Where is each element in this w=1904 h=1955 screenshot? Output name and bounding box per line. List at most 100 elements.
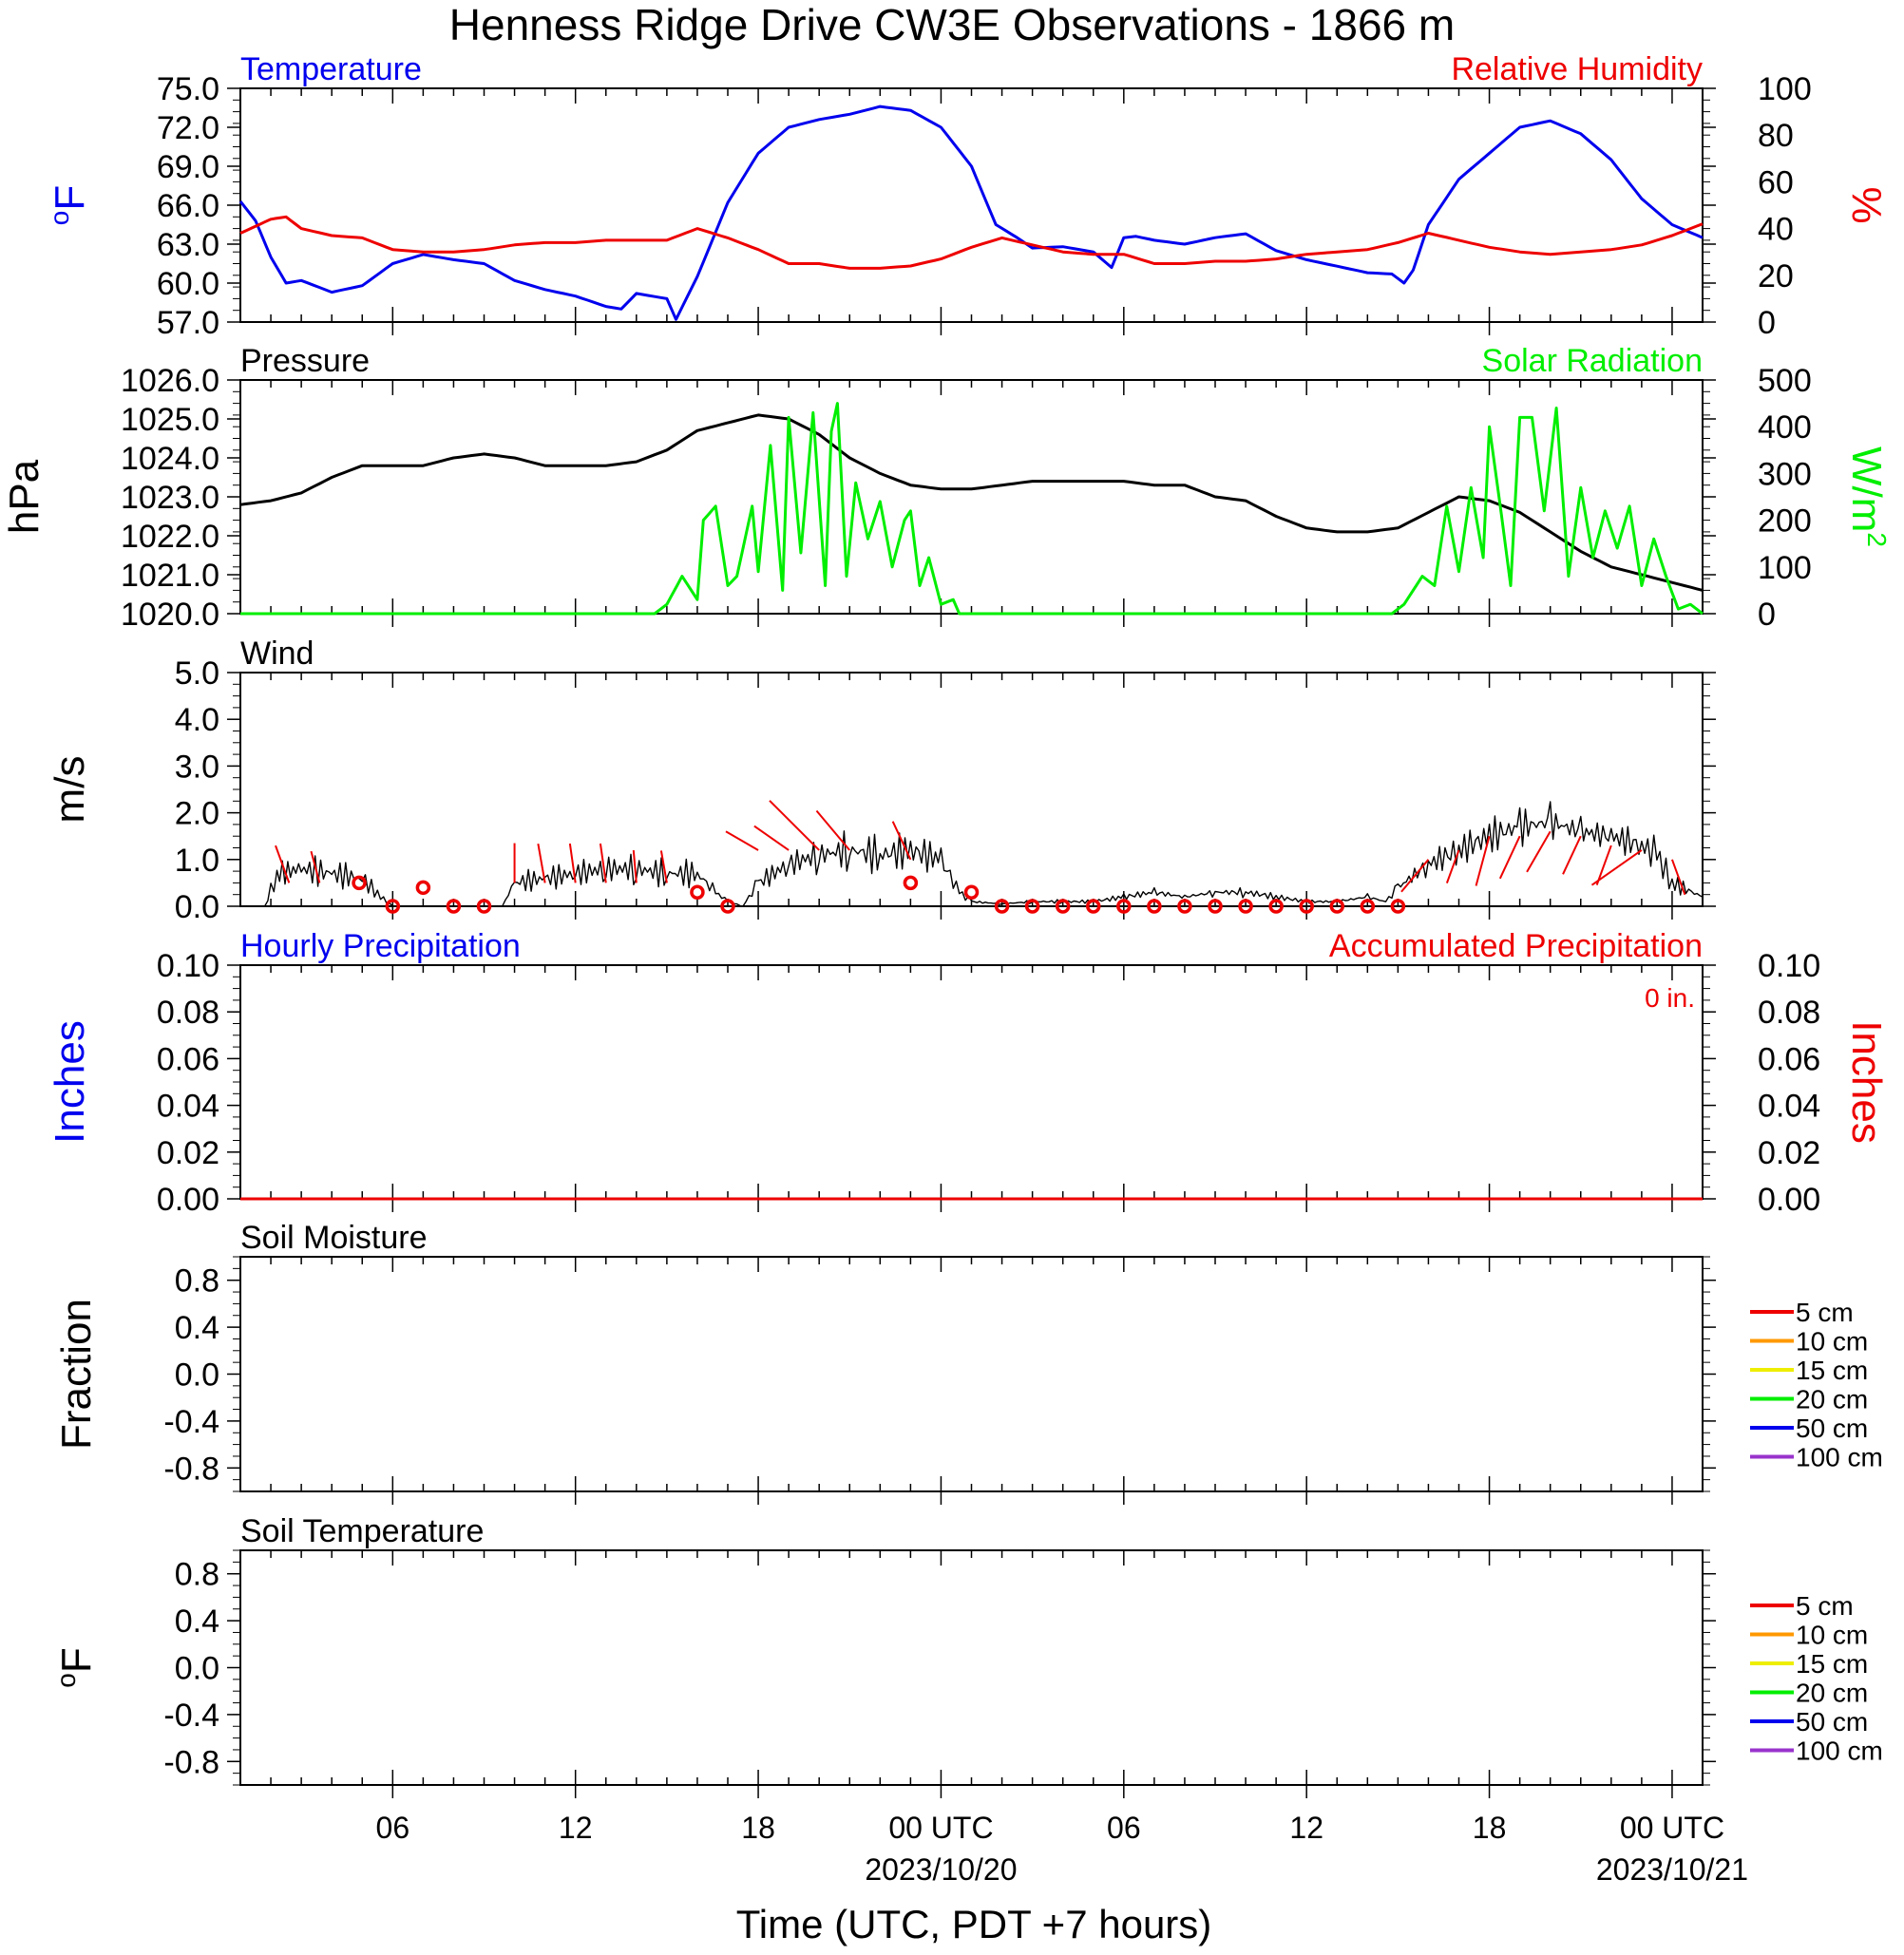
right-tick-label: 0.10 — [1758, 948, 1820, 984]
calm-wind-marker — [1238, 899, 1253, 914]
y-tick-label: 66.0 — [157, 188, 219, 224]
calm-wind-marker — [385, 899, 401, 914]
plot-frame — [239, 1256, 1704, 1492]
left-axis-label: oF — [51, 1647, 100, 1687]
unit-letter: F — [53, 1647, 100, 1673]
panel-left-title: Wind — [240, 636, 314, 672]
wind-barb — [310, 850, 321, 883]
y-tick-label: 5.0 — [175, 655, 219, 692]
panel-pressure_solar: 1026.01025.01024.01023.01022.01021.01020… — [1, 343, 1892, 633]
x-tick-label: 12 — [1289, 1811, 1323, 1845]
right-tick-label: 200 — [1758, 503, 1812, 540]
panel-left-title: Pressure — [240, 343, 370, 379]
wind-barb — [568, 843, 577, 883]
series-line-relative-humidity — [239, 215, 1704, 270]
right-tick-label: 0.02 — [1758, 1135, 1820, 1171]
y-tick-label: 0.0 — [175, 1357, 219, 1394]
y-tick-label: 4.0 — [175, 702, 219, 738]
panel-left-title: Hourly Precipitation — [240, 928, 521, 964]
right-tick-label: 0 — [1758, 305, 1776, 341]
y-tick-label: 57.0 — [157, 305, 219, 341]
y-tick-label: 1020.0 — [121, 597, 219, 633]
y-tick-label: 2.0 — [175, 796, 219, 832]
calm-wind-marker — [903, 875, 919, 891]
legend-label: 100 cm — [1796, 1443, 1883, 1472]
x-tick-label: 00 UTC — [888, 1811, 993, 1845]
panel-left-title: Soil Temperature — [240, 1513, 484, 1549]
x-tick-label: 06 — [1107, 1811, 1141, 1845]
wind-barb — [659, 850, 668, 883]
calm-wind-marker — [1268, 899, 1284, 914]
left-axis-label: hPa — [1, 459, 48, 534]
y-tick-label: 0.06 — [157, 1041, 219, 1077]
panel-right-title: Accumulated Precipitation — [1329, 928, 1703, 964]
y-tick-label: -0.4 — [163, 1698, 219, 1734]
right-tick-label: 40 — [1758, 212, 1794, 248]
y-tick-label: 0.10 — [157, 948, 219, 984]
calm-wind-marker — [690, 884, 705, 900]
wind-barb — [725, 830, 759, 851]
y-tick-label: 60.0 — [157, 266, 219, 302]
legend-label: 15 cm — [1796, 1356, 1868, 1385]
plot-frame — [239, 1549, 1704, 1786]
right-tick-label: 0.04 — [1758, 1089, 1820, 1125]
right-tick-label: 0.00 — [1758, 1182, 1820, 1218]
calm-wind-marker — [1299, 899, 1314, 914]
x-axis-labels: 06 12 18 00 UTC 2023/10/20 06 12 18 00 UTC 2023/1… — [376, 1811, 1749, 1887]
y-tick-label: 3.0 — [175, 749, 219, 785]
left-axis-label: Inches — [47, 1020, 93, 1144]
y-tick-label: -0.4 — [163, 1404, 219, 1440]
panel-right-title: Relative Humidity — [1451, 51, 1703, 87]
plot-frame — [239, 964, 1704, 1200]
panels: 75.072.069.066.063.060.057.0100806040200… — [1, 51, 1892, 1798]
calm-wind-marker — [1208, 899, 1223, 914]
right-tick-label: 100 — [1758, 550, 1812, 586]
series-line-wind — [240, 801, 1704, 907]
calm-wind-marker — [994, 899, 1010, 914]
series-line-solar-radiation — [240, 402, 1704, 616]
x-tick-label: 18 — [1473, 1811, 1507, 1845]
x-date-label: 2023/10/21 — [1596, 1852, 1748, 1887]
y-tick-label: 1.0 — [175, 843, 219, 879]
y-tick-label: 1024.0 — [121, 441, 219, 477]
x-date-label: 2023/10/20 — [865, 1852, 1017, 1887]
panel-left-title: Soil Moisture — [240, 1220, 428, 1256]
y-tick-label: 63.0 — [157, 227, 219, 263]
x-tick-label: 12 — [559, 1811, 593, 1845]
wind-barb — [753, 825, 790, 851]
degree-symbol: o — [45, 211, 74, 226]
legend-label: 5 cm — [1796, 1298, 1854, 1327]
wind-barb — [891, 821, 912, 861]
wind-barb — [537, 844, 546, 883]
calm-wind-marker — [446, 899, 462, 914]
calm-wind-marker — [1086, 899, 1101, 914]
wind-barb — [1400, 859, 1430, 893]
right-tick-label: 0.06 — [1758, 1041, 1820, 1077]
y-tick-label: 1025.0 — [121, 402, 219, 438]
left-axis-label: m/s — [47, 756, 93, 824]
y-tick-label: 0.8 — [175, 1557, 219, 1593]
right-tick-label: 0.08 — [1758, 995, 1820, 1031]
right-tick-label: 60 — [1758, 164, 1794, 200]
wind-barb — [1475, 835, 1491, 886]
legend-label: 5 cm — [1796, 1591, 1854, 1621]
y-tick-label: -0.8 — [163, 1744, 219, 1780]
legend-label: 100 cm — [1796, 1737, 1883, 1766]
wind-barb — [1595, 845, 1612, 885]
y-tick-label: 69.0 — [157, 149, 219, 185]
right-tick-label: 100 — [1758, 71, 1812, 107]
right-tick-label: 0 — [1758, 597, 1776, 633]
plot-frame — [239, 672, 1704, 907]
left-axis-label: oF — [45, 185, 93, 225]
degree-symbol: o — [51, 1673, 81, 1688]
right-tick-label: 300 — [1758, 456, 1812, 492]
y-tick-label: 0.08 — [157, 995, 219, 1031]
y-tick-label: 0.04 — [157, 1089, 219, 1125]
unit-text: W/m — [1843, 446, 1890, 532]
y-tick-label: 1026.0 — [121, 363, 219, 399]
calm-wind-marker — [1055, 899, 1071, 914]
unit-superscript: 2 — [1862, 532, 1892, 547]
y-tick-label: 0.4 — [175, 1604, 219, 1640]
calm-wind-marker — [1390, 899, 1406, 914]
